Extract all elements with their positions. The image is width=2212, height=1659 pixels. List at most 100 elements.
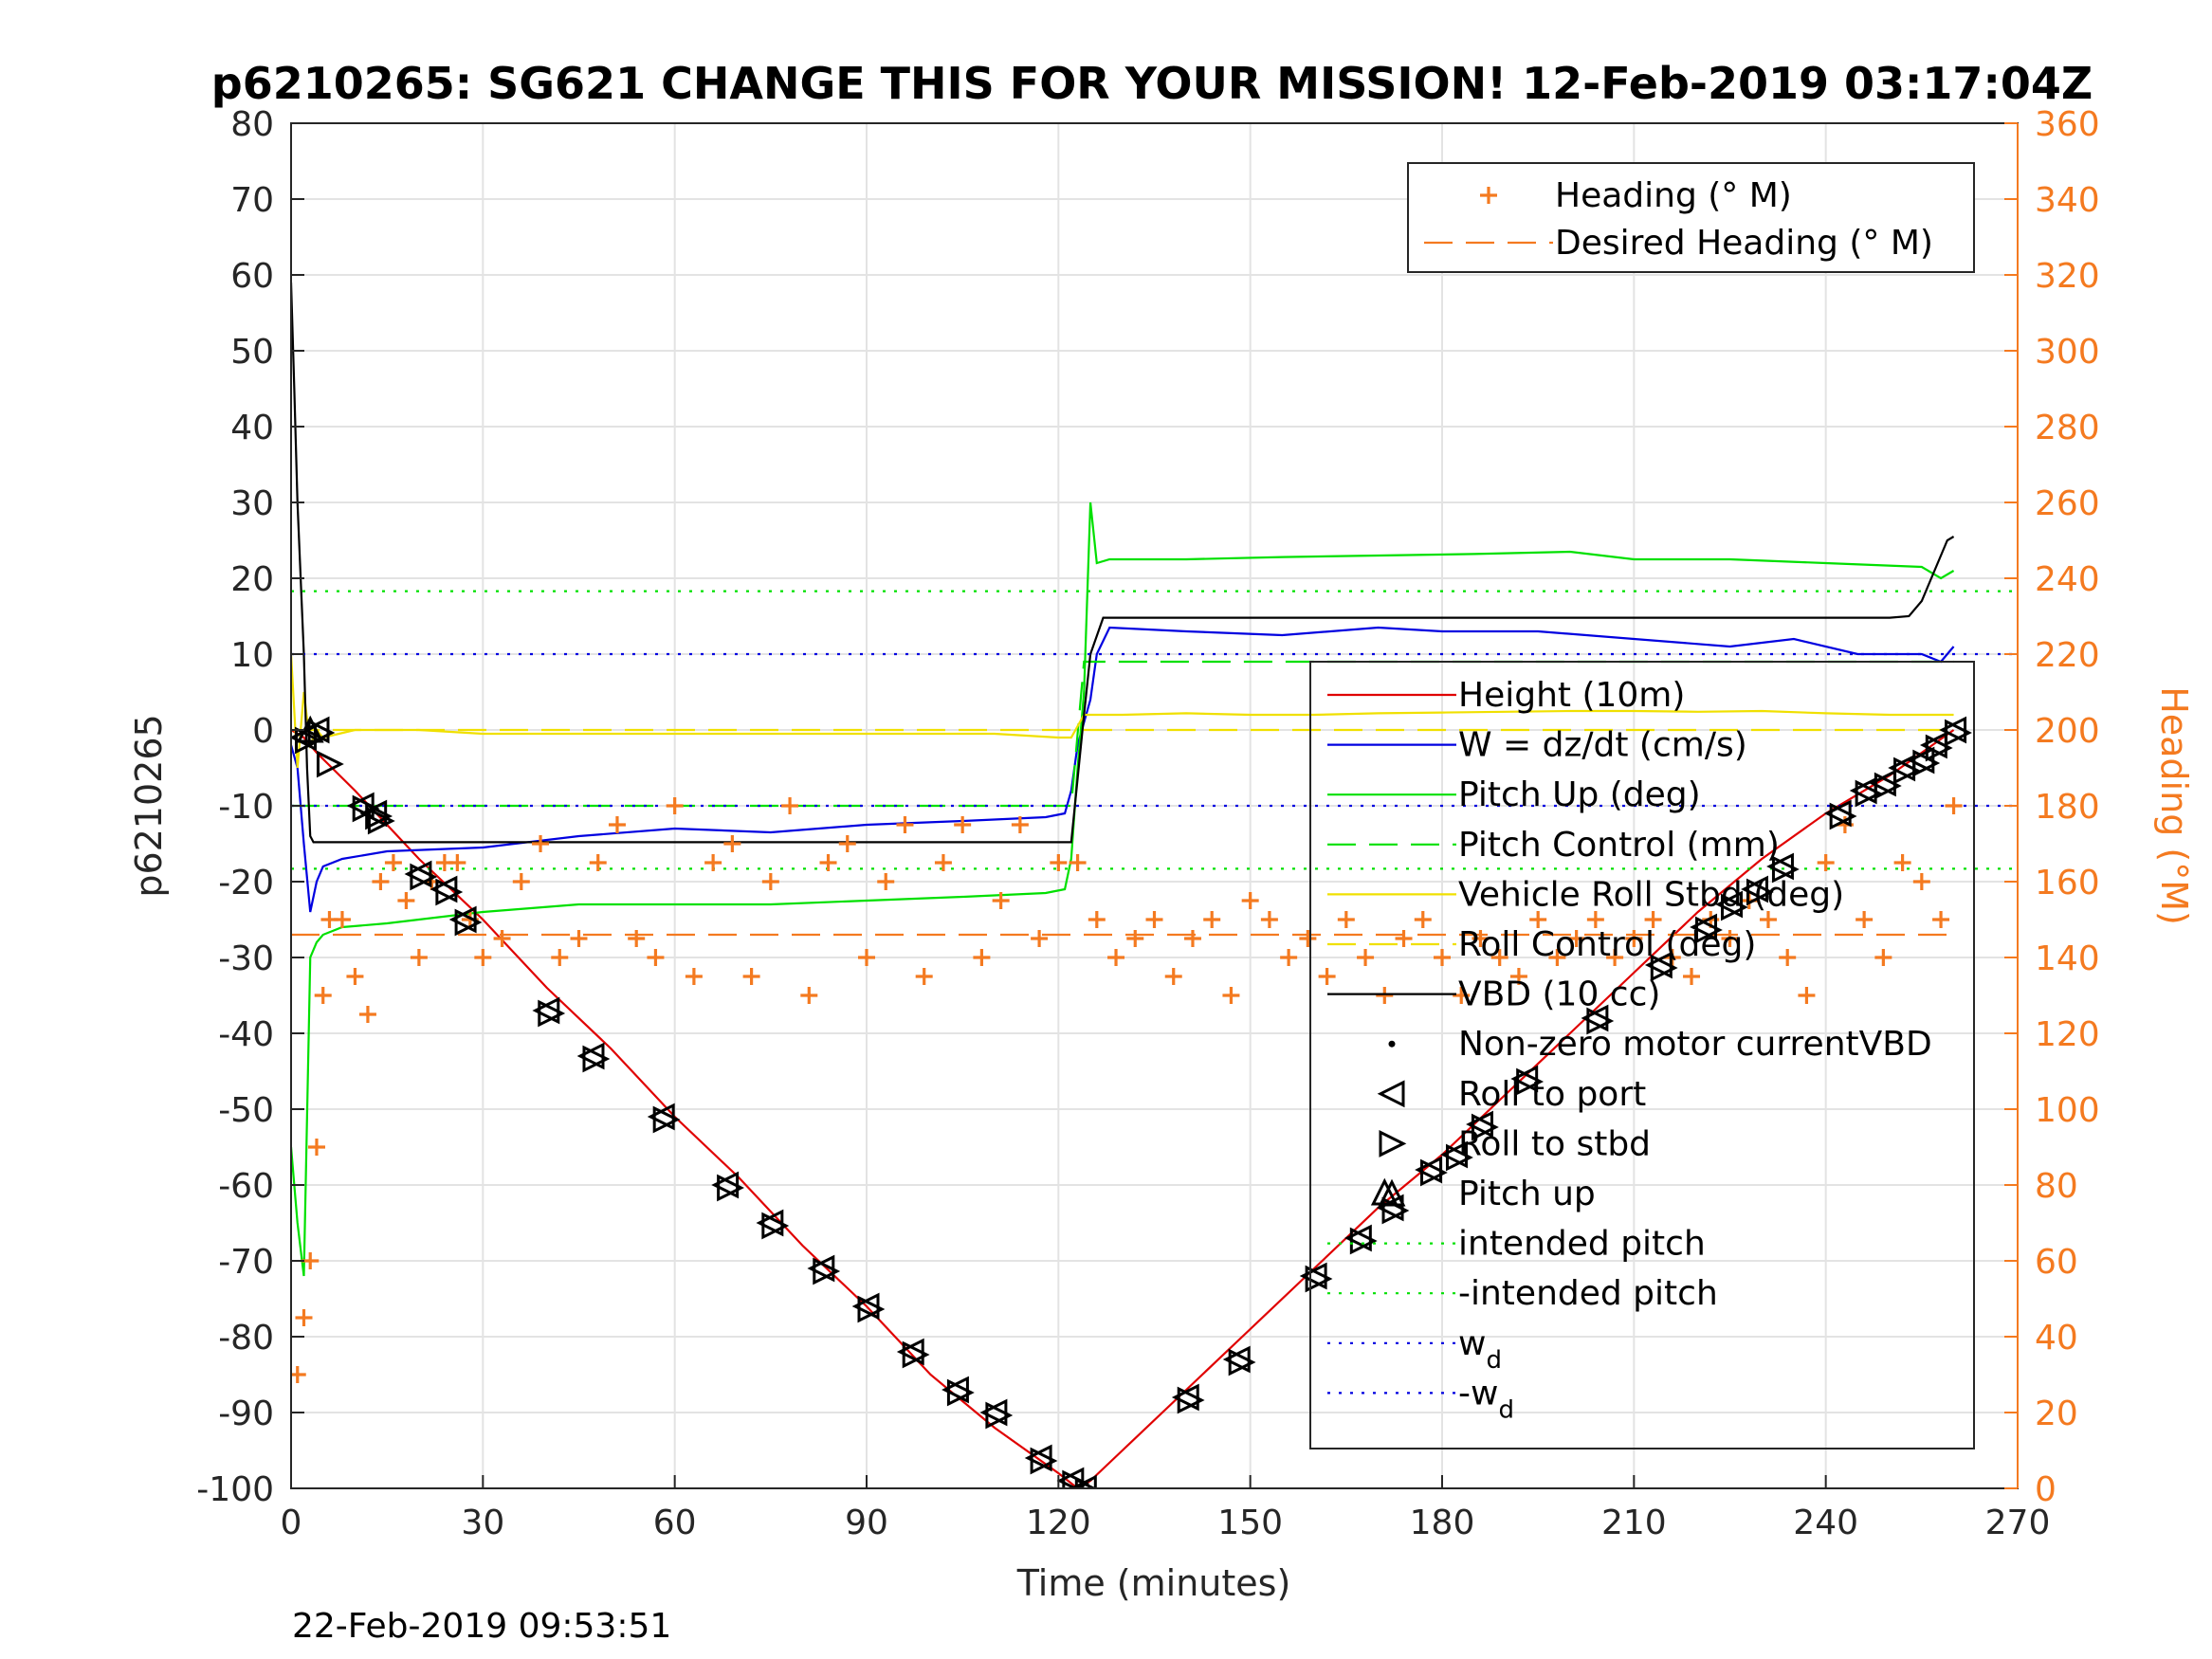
y-tick-label: -50 xyxy=(218,1091,274,1130)
roll-stbd-marker xyxy=(813,1257,841,1285)
heading-point xyxy=(410,949,428,966)
roll-stbd-marker xyxy=(365,802,393,830)
heading-point xyxy=(1376,987,1394,1004)
roll-stbd-marker xyxy=(582,1045,611,1073)
heading-point xyxy=(1434,949,1451,966)
y-tick-label: 60 xyxy=(230,257,274,296)
heading-point xyxy=(314,987,332,1004)
roll-stbd-marker xyxy=(1471,1113,1499,1141)
y-tick-label: -90 xyxy=(218,1395,274,1433)
legend-label: intended pitch xyxy=(1458,1225,1706,1264)
roll-stbd-marker xyxy=(1650,954,1678,982)
heading-point xyxy=(800,987,818,1004)
heading-point xyxy=(1721,930,1739,947)
y-right-tick-label: 20 xyxy=(2035,1395,2078,1433)
y-right-axis-label: Heading (°M) xyxy=(2153,686,2195,925)
roll-stbd-marker xyxy=(1177,1386,1205,1414)
y-right-tick-label: 140 xyxy=(2035,939,2100,978)
heading-point xyxy=(1031,930,1049,947)
heading-point xyxy=(307,1139,325,1156)
heading-point xyxy=(1625,930,1643,947)
x-tick-label: 240 xyxy=(1793,1504,1858,1542)
heading-point xyxy=(858,949,875,966)
roll-stbd-marker xyxy=(1945,719,1972,747)
heading-point xyxy=(532,835,550,852)
y-tick-label: -40 xyxy=(218,1015,274,1054)
legend-label: Pitch Up (deg) xyxy=(1458,775,1701,814)
legend-heading-label: Desired Heading (° M) xyxy=(1555,224,1933,263)
roll-stbd-marker xyxy=(410,863,438,891)
roll-stbd-marker xyxy=(717,1174,744,1202)
legend-main: Height (10m) W = dz/dt (cm/s) Pitch Up (de… xyxy=(1309,661,1975,1449)
series-line-4 xyxy=(291,653,1954,769)
y-tick-label: 80 xyxy=(230,105,274,144)
roll-stbd-marker xyxy=(1445,1143,1473,1172)
heading-point xyxy=(1414,911,1432,928)
heading-point xyxy=(666,797,684,814)
legend-dot-marker xyxy=(1388,1040,1396,1048)
y-tick-label: -70 xyxy=(218,1243,274,1282)
legend-label: Pitch up xyxy=(1458,1175,1596,1213)
x-tick-label: 60 xyxy=(653,1504,697,1542)
y-tick-label: -100 xyxy=(196,1470,274,1509)
heading-point xyxy=(448,854,466,871)
y-right-tick-label: 80 xyxy=(2035,1167,2078,1206)
heading-point xyxy=(1683,968,1701,985)
y-right-tick-label: 120 xyxy=(2035,1015,2100,1054)
heading-point xyxy=(474,949,492,966)
legend-heading-marker xyxy=(1480,187,1497,204)
y-tick-label: 50 xyxy=(230,333,274,372)
heading-point xyxy=(1606,949,1624,966)
heading-point xyxy=(608,816,626,833)
y-right-tick-label: 160 xyxy=(2035,864,2100,902)
heading-point xyxy=(954,816,972,833)
y-right-tick-label: 320 xyxy=(2035,257,2100,296)
heading-point xyxy=(1759,911,1777,928)
heading-point xyxy=(589,854,607,871)
heading-point xyxy=(704,854,722,871)
roll-stbd-marker xyxy=(1925,734,1953,762)
heading-point xyxy=(685,968,703,985)
roll-stbd-marker xyxy=(1305,1265,1333,1293)
heading-point xyxy=(1280,949,1298,966)
heading-point xyxy=(295,1309,313,1326)
legend-label: Non-zero motor currentVBD xyxy=(1458,1025,1932,1064)
heading-point xyxy=(358,1006,376,1023)
x-tick-label: 210 xyxy=(1601,1504,1667,1542)
legend-pitch-up-marker xyxy=(1378,1178,1406,1207)
y-right-tick-label: 340 xyxy=(2035,181,2100,220)
x-tick-label: 180 xyxy=(1410,1504,1475,1542)
legend-label: Roll to stbd xyxy=(1458,1124,1651,1163)
heading-point xyxy=(1779,949,1797,966)
roll-stbd-marker xyxy=(1228,1348,1256,1376)
legend-label: -intended pitch xyxy=(1458,1274,1718,1313)
heading-point xyxy=(1945,797,1963,814)
heading-point xyxy=(1357,949,1375,966)
heading-point xyxy=(1912,873,1930,890)
y-right-tick-label: 220 xyxy=(2035,636,2100,675)
y-right-tick-label: 200 xyxy=(2035,712,2100,751)
heading-point xyxy=(647,949,665,966)
roll-stbd-marker xyxy=(538,999,566,1028)
heading-point xyxy=(1299,930,1317,947)
roll-stbd-marker xyxy=(1721,893,1748,921)
roll-stbd-marker xyxy=(1893,757,1921,785)
roll-stbd-marker xyxy=(316,750,344,778)
heading-point xyxy=(723,835,741,852)
roll-stbd-marker xyxy=(1074,1477,1097,1488)
heading-point xyxy=(1586,911,1604,928)
x-axis-label: Time (minutes) xyxy=(1016,1562,1291,1604)
heading-point xyxy=(1395,930,1413,947)
roll-stbd-marker xyxy=(1855,779,1883,808)
roll-stbd-marker xyxy=(1829,802,1857,830)
chart-title: p6210265: SG621 CHANGE THIS FOR YOUR MIS… xyxy=(211,58,2093,109)
x-tick-label: 150 xyxy=(1217,1504,1283,1542)
roll-stbd-marker xyxy=(1516,1067,1545,1096)
legend-label: Roll to port xyxy=(1458,1075,1646,1114)
roll-stbd-marker xyxy=(761,1212,790,1240)
heading-point xyxy=(551,949,569,966)
roll-stbd-marker xyxy=(367,807,395,835)
heading-point xyxy=(1126,930,1144,947)
heading-point xyxy=(992,892,1010,909)
heading-point xyxy=(1644,911,1662,928)
